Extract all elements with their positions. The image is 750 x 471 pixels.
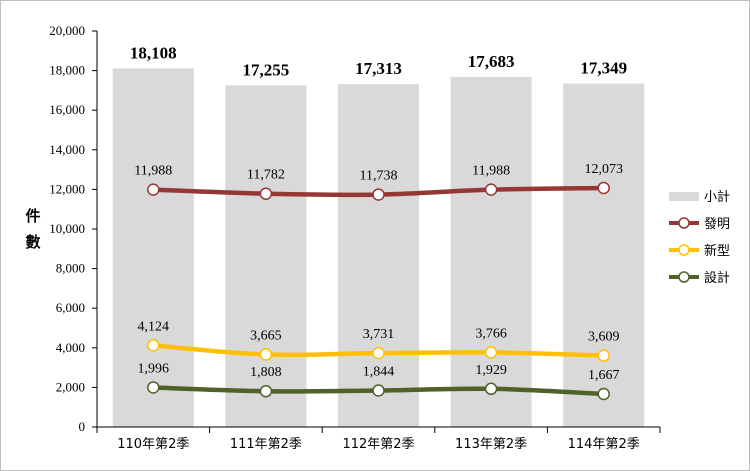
bar-data-label: 17,313 [355,59,402,78]
bar-subtotal [563,83,645,427]
legend-label: 小計 [704,189,730,205]
series-marker [597,349,610,362]
series-marker [259,348,273,361]
point-data-label: 1,808 [250,365,282,380]
x-tick-label: 110年第2季 [117,437,189,452]
series-marker [484,183,498,196]
series-marker [484,382,498,396]
y-tick-label: 10,000 [49,221,85,236]
y-tick-label: 4,000 [56,340,85,355]
bar-data-label: 17,683 [468,52,515,71]
bar-data-label: 17,349 [580,58,627,77]
y-tick-label: 18,000 [49,63,85,78]
x-tick-label: 113年第2季 [455,437,527,452]
point-data-label: 3,731 [363,327,395,342]
series-marker [147,183,160,196]
y-tick-label: 14,000 [49,142,85,157]
point-data-label: 1,929 [475,363,507,378]
legend-label: 新型 [704,243,730,259]
point-data-label: 3,766 [475,326,507,341]
bar-subtotal [450,76,532,428]
bar-data-label: 18,108 [130,43,177,62]
legend-label: 設計 [704,270,730,286]
y-axis-label-char-2: 數 [25,233,40,251]
legend-item: 發明 [669,217,730,232]
y-axis-label-char-1: 件 [25,207,40,225]
series-marker [597,181,610,195]
point-data-label: 1,667 [588,368,620,383]
legend-swatch-marker [678,244,690,256]
series-marker [147,339,160,352]
point-data-label: 1,996 [138,361,170,376]
point-data-label: 11,782 [247,168,285,183]
point-data-label: 3,665 [250,328,282,343]
point-data-label: 3,609 [588,330,620,345]
legend-item: 設計 [669,270,730,286]
y-tick-label: 2,000 [56,379,85,394]
y-tick-label: 20,000 [49,23,85,38]
y-tick-label: 0 [79,419,86,434]
point-data-label: 11,988 [472,164,510,179]
series-marker [259,384,273,398]
series-marker [372,346,385,360]
x-tick-label: 112年第2季 [342,437,414,452]
series-marker [597,387,610,401]
bar-subtotal [225,85,307,427]
x-tick-label: 114年第2季 [568,437,640,452]
y-tick-label: 12,000 [49,181,85,196]
point-data-label: 4,124 [138,319,170,334]
legend-item: 小計 [669,189,730,205]
series-marker [372,188,385,201]
point-data-label: 11,988 [134,164,172,179]
legend-item: 新型 [669,243,730,259]
point-data-label: 11,738 [360,169,398,184]
legend-swatch-bar [669,192,699,201]
bar-subtotal [337,84,420,427]
point-data-label: 12,073 [584,162,623,177]
legend-label: 發明 [704,217,730,232]
legend-swatch-marker [678,217,690,229]
series-marker [259,187,273,200]
y-tick-label: 6,000 [56,300,85,315]
x-tick-label: 111年第2季 [230,437,302,452]
y-tick-label: 8,000 [56,261,85,276]
y-tick-label: 16,000 [49,102,85,117]
bar-data-label: 17,255 [243,60,290,79]
point-data-label: 1,844 [363,364,395,379]
legend-swatch-marker [678,271,690,283]
bar-subtotal [112,68,194,427]
series-marker [147,381,160,394]
series-marker [372,384,385,397]
series-marker [484,346,498,359]
